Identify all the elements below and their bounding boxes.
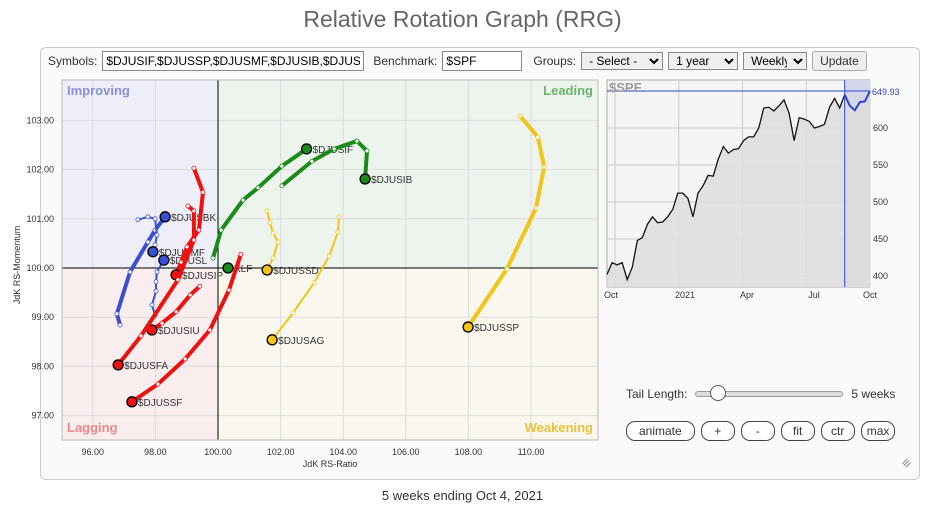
groups-label: Groups: (533, 54, 577, 68)
tail-length-value: 5 weeks (851, 387, 896, 401)
benchmark-input[interactable] (442, 51, 523, 71)
toolbar: Symbols: Benchmark: Groups: - Select - 1… (48, 51, 867, 71)
zoom-out-button[interactable]: - (740, 421, 775, 441)
interval-select[interactable]: Weekly (743, 52, 808, 70)
slider-knob[interactable] (710, 385, 727, 401)
period-select[interactable]: 1 year (668, 52, 739, 70)
fit-button[interactable]: fit (780, 421, 815, 441)
symbols-input[interactable] (102, 51, 365, 71)
tail-length-label: Tail Length: (626, 387, 688, 401)
groups-select[interactable]: - Select - (581, 52, 664, 70)
page-title: Relative Rotation Graph (RRG) (303, 6, 622, 32)
benchmark-label: Benchmark: (373, 54, 438, 68)
max-button[interactable]: max (860, 421, 896, 441)
update-button[interactable]: Update (812, 51, 867, 71)
tail-length-slider[interactable] (695, 385, 844, 401)
symbols-label: Symbols: (48, 54, 98, 68)
y-axis-label: JdK RS-Momentum (12, 226, 22, 305)
rrg-panel (40, 47, 920, 480)
zoom-in-button[interactable]: + (700, 421, 735, 441)
tail-length-control: Tail Length: 5 weeks (626, 385, 896, 401)
chart-controls: animate + - fit ctr max (626, 421, 896, 441)
animate-button[interactable]: animate (626, 421, 695, 441)
center-button[interactable]: ctr (820, 421, 855, 441)
footer-caption: 5 weeks ending Oct 4, 2021 (381, 488, 544, 503)
